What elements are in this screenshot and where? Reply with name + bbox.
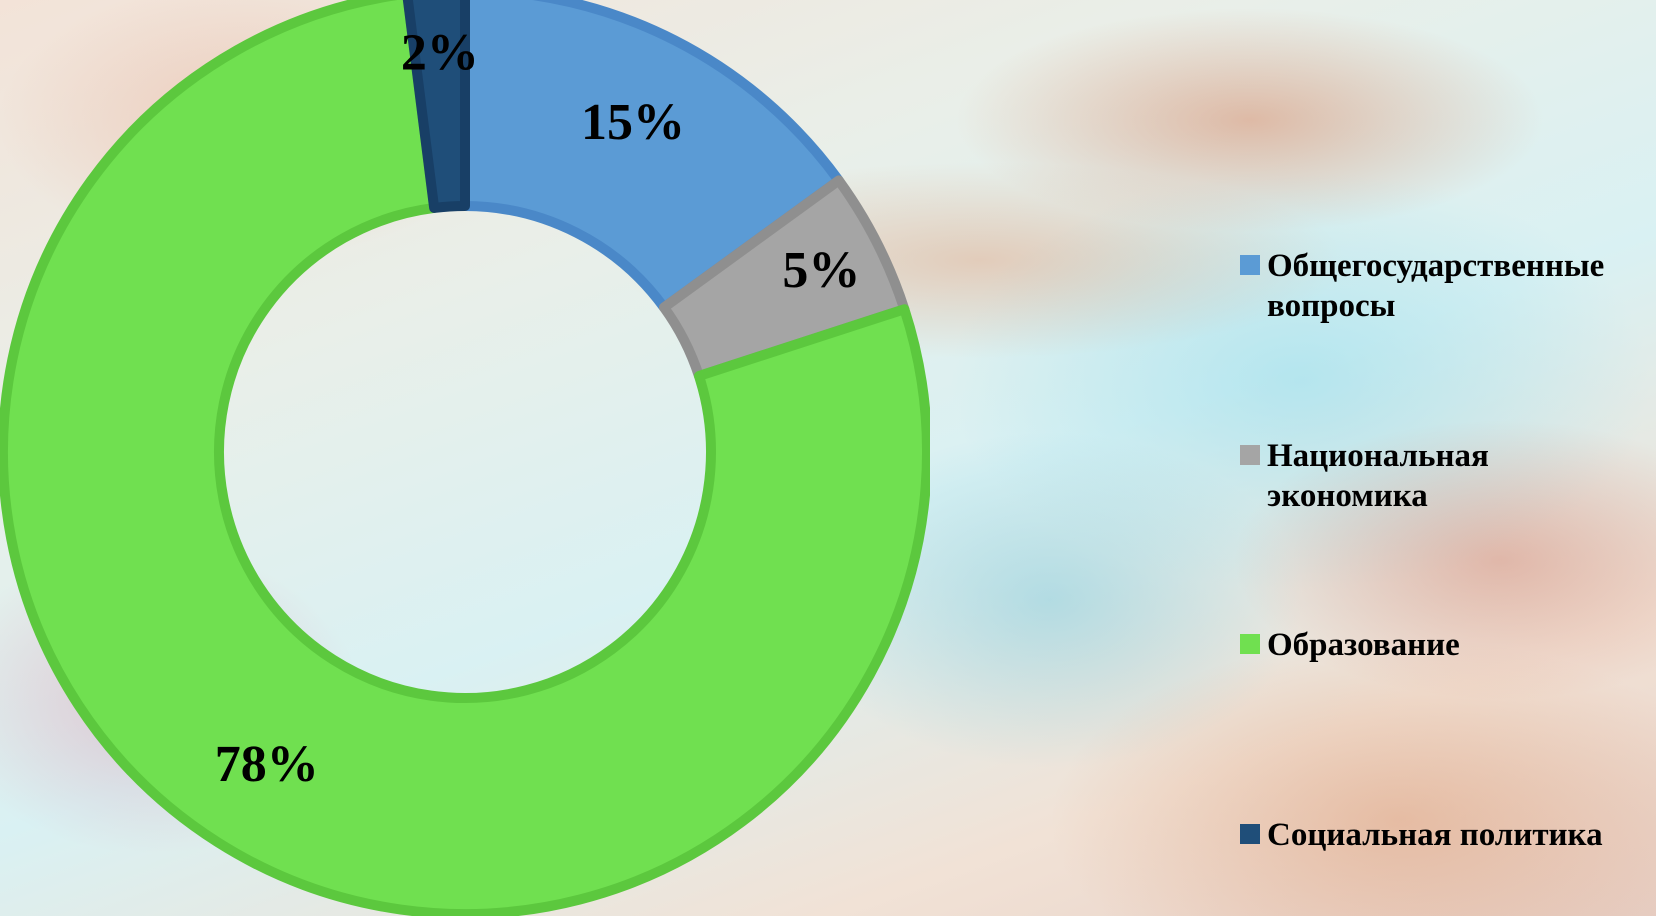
legend-item-social-policy: Социальная политика <box>1240 815 1650 855</box>
legend-item-general-issues: Общегосударственные вопросы <box>1240 246 1650 326</box>
legend-item-education: Образование <box>1240 625 1650 665</box>
data-label-national-economy: 5% <box>782 242 860 299</box>
legend-item-national-economy: Национальная экономика <box>1240 436 1650 516</box>
donut-slice-education <box>0 0 930 916</box>
donut-chart-plot: 15% 5% 78% 2% <box>0 0 930 916</box>
legend-swatch-education <box>1240 634 1260 654</box>
donut-chart: 15% 5% 78% 2% <box>0 0 930 916</box>
legend-label-general-issues: Общегосударственные вопросы <box>1267 248 1605 324</box>
legend-label-national-economy: Национальная экономика <box>1267 438 1489 514</box>
legend-label-education: Образование <box>1267 627 1460 663</box>
data-label-general-issues: 15% <box>581 94 685 151</box>
legend-swatch-national-economy <box>1240 445 1260 465</box>
legend-swatch-social-policy <box>1240 824 1260 844</box>
data-label-social-policy: 2% <box>401 24 479 81</box>
legend-label-social-policy: Социальная политика <box>1267 817 1603 853</box>
donut-slice-social-policy <box>402 0 470 213</box>
donut-slice-general-issues <box>460 0 844 313</box>
legend-swatch-general-issues <box>1240 255 1260 275</box>
data-label-education: 78% <box>215 736 319 793</box>
